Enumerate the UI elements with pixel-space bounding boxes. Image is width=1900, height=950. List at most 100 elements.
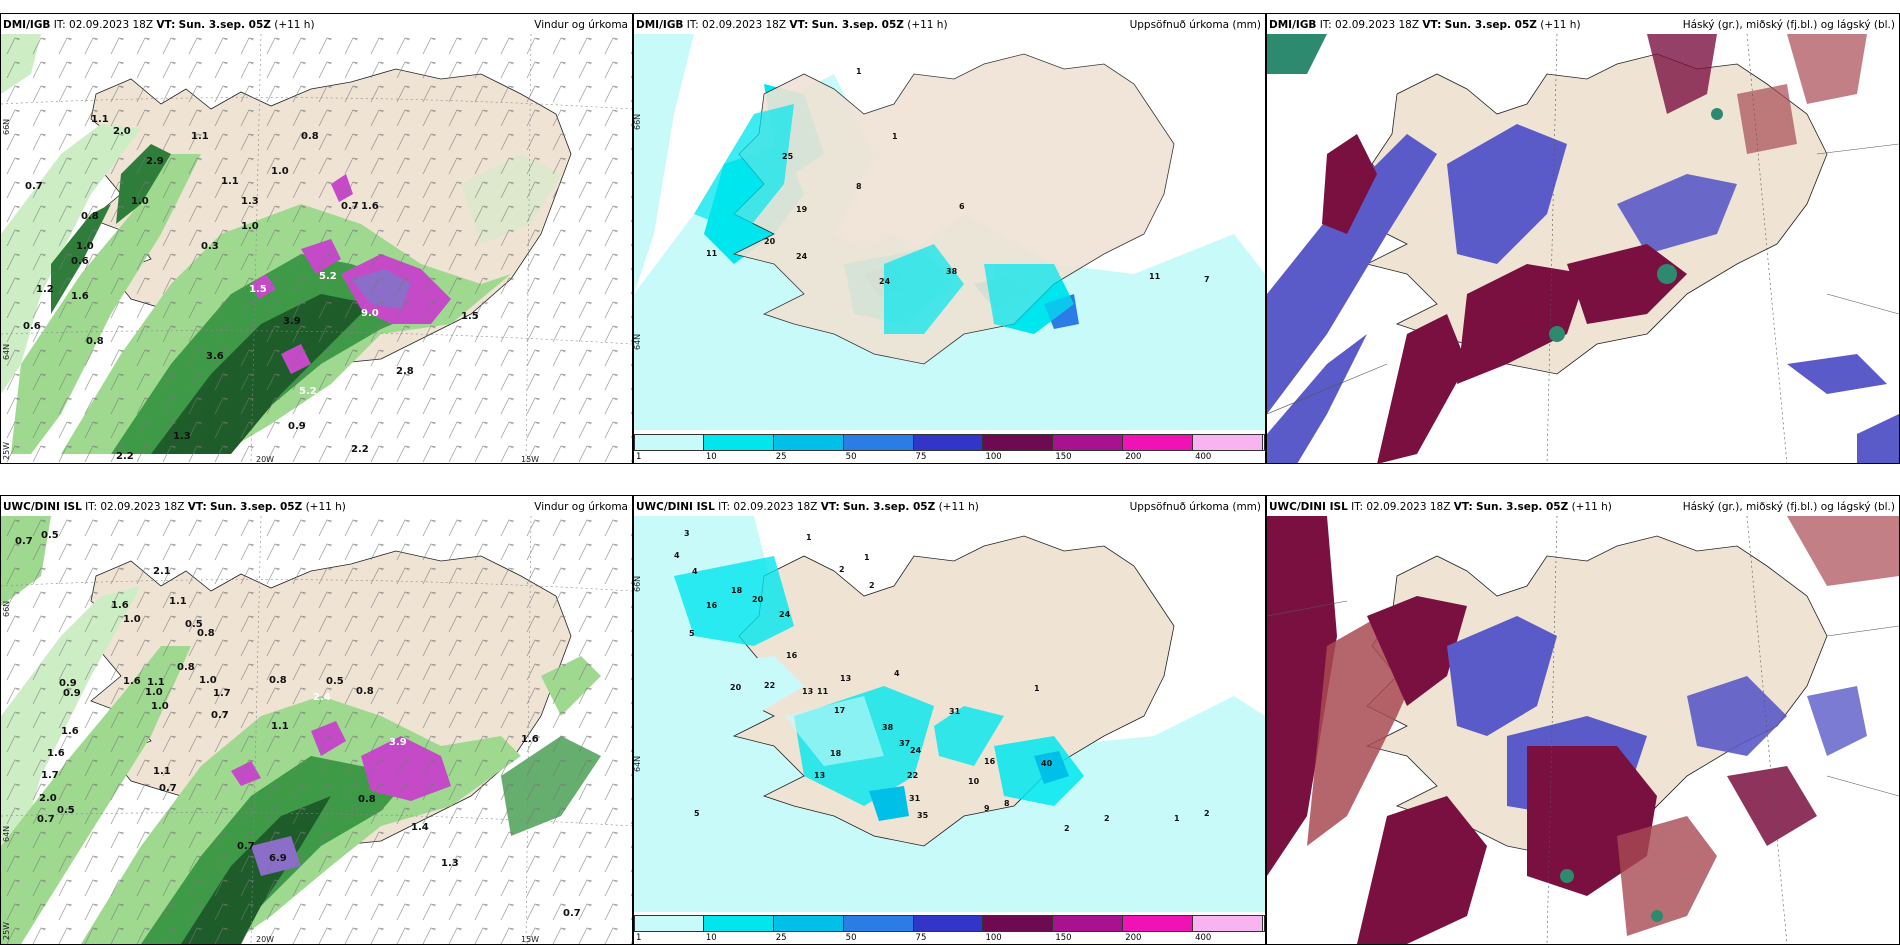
value-label: 1.0 — [145, 687, 163, 698]
cloud-shading — [1267, 34, 1899, 463]
vt-label: VT: — [820, 501, 840, 513]
valid-time: Sun. 3.sep. 05Z — [843, 501, 936, 513]
value-label: 0.6 — [71, 256, 89, 267]
value-label: 1.5 — [461, 311, 479, 322]
panel-title: Vindur og úrkoma — [534, 501, 628, 513]
value-label: 1.1 — [221, 176, 239, 187]
vt-label: VT: — [187, 501, 207, 513]
colorbar-swatch — [1053, 915, 1124, 932]
value-label: 1.0 — [76, 241, 94, 252]
model-source: DMI/IGB — [3, 19, 51, 31]
panel-title: Uppsöfnuð úrkoma (mm) — [1129, 501, 1261, 513]
value-label: 8 — [1004, 799, 1010, 808]
colorbar-tick: 25 — [775, 933, 787, 943]
vt-label: VT: — [156, 19, 176, 31]
value-label: 24 — [796, 252, 808, 261]
colorbar-swatch — [843, 915, 914, 932]
value-label: 1 — [1034, 684, 1040, 693]
valid-time: Sun. 3.sep. 05Z — [1444, 19, 1537, 31]
value-labels: 1.1 2.0 1.1 2.9 0.7 1.0 1.0 1.1 1.3 0.8 … — [23, 114, 479, 462]
colorbar-swatch — [703, 915, 774, 932]
valid-time: Sun. 3.sep. 05Z — [811, 19, 904, 31]
value-label: 0.5 — [185, 619, 203, 630]
colorbar-tick: 50 — [845, 933, 857, 943]
value-label: 0.8 — [269, 675, 287, 686]
value-label: 2 — [1204, 809, 1210, 818]
lead-time: (+11 h) — [907, 19, 948, 31]
colorbar-tick: 1 — [636, 933, 642, 943]
value-label: 0.9 — [59, 678, 77, 689]
value-label: 3.9 — [389, 737, 407, 748]
value-label: 11 — [817, 687, 829, 696]
lat-label: 66N — [634, 114, 642, 130]
panel-header: DMI/IGB IT: 02.09.2023 18Z VT: Sun. 3.se… — [636, 18, 1261, 34]
valid-time: Sun. 3.sep. 05Z — [178, 19, 271, 31]
value-label: 1.1 — [147, 677, 165, 688]
panel-title: Háský (gr.), miðský (fj.bl.) og lágský (… — [1682, 19, 1895, 31]
model-source: UWC/DINI ISL — [1269, 501, 1348, 513]
model-source: DMI/IGB — [1269, 19, 1317, 31]
value-label: 8 — [856, 182, 862, 191]
value-label: 3.6 — [206, 351, 224, 362]
value-label: 1.6 — [47, 748, 65, 759]
colorbar-tick: 100 — [985, 933, 1002, 943]
value-label: 0.8 — [358, 794, 376, 805]
value-label: 0.8 — [197, 628, 215, 639]
value-label: 5.2 — [299, 386, 317, 397]
map-area: 1 1 25 8 6 19 20 11 24 24 38 11 7 8 66N … — [634, 34, 1265, 430]
lead-time: (+11 h) — [938, 501, 979, 513]
colorbar-swatch — [1193, 434, 1263, 451]
value-label: 0.7 — [15, 536, 33, 547]
colorbar: 1 10 25 50 75 100 150 200 400 — [634, 915, 1265, 944]
panel-uwc-precip: UWC/DINI ISL IT: 02.09.2023 18Z VT: Sun.… — [633, 495, 1266, 945]
value-label: 2 — [869, 581, 875, 590]
value-label: 1.7 — [41, 770, 59, 781]
value-label: 0.7 — [25, 181, 43, 192]
value-label: 0.7 — [159, 783, 177, 794]
map-area: 1.1 2.0 1.1 2.9 0.7 1.0 1.0 1.1 1.3 0.8 … — [1, 34, 632, 463]
colorbar-swatch — [1193, 915, 1263, 932]
colorbar-tick: 150 — [1055, 933, 1072, 943]
model-source: DMI/IGB — [636, 19, 684, 31]
init-time: 02.09.2023 18Z — [1335, 19, 1420, 31]
colorbar-tick: 75 — [915, 933, 927, 943]
value-label: 6 — [959, 202, 965, 211]
value-label: 16 — [706, 601, 718, 610]
value-label: 0.5 — [326, 676, 344, 687]
panel-title: Háský (gr.), miðský (fj.bl.) og lágský (… — [1682, 501, 1895, 513]
value-label: 1.1 — [153, 766, 171, 777]
value-label: 0.6 — [23, 321, 41, 332]
iceland-landmass — [732, 53, 1175, 365]
valid-time: Sun. 3.sep. 05Z — [210, 501, 303, 513]
init-time: 02.09.2023 18Z — [1366, 501, 1451, 513]
panel-uwc-clouds: UWC/DINI ISL IT: 02.09.2023 18Z VT: Sun.… — [1266, 495, 1900, 945]
value-label: 1 — [856, 67, 862, 76]
value-label: 13 — [814, 771, 825, 780]
value-label: 4 — [674, 551, 680, 560]
value-label: 20 — [730, 683, 742, 692]
value-label: 1.7 — [213, 688, 231, 699]
colorbar-tick: 400 — [1195, 933, 1212, 943]
model-source: UWC/DINI ISL — [3, 501, 82, 513]
lat-label: 64N — [2, 826, 11, 842]
value-label: 13 — [802, 687, 813, 696]
value-label: 1.2 — [36, 284, 54, 295]
value-label: 24 — [910, 746, 922, 755]
panel-title: Vindur og úrkoma — [534, 19, 628, 31]
value-label: 2.2 — [116, 451, 134, 462]
lat-label: 66N — [2, 119, 11, 135]
value-label: 1.0 — [123, 614, 141, 625]
panel-header: UWC/DINI ISL IT: 02.09.2023 18Z VT: Sun.… — [636, 500, 1261, 516]
value-label: 2.0 — [39, 793, 57, 804]
value-label: 5 — [689, 629, 695, 638]
colorbar-swatch — [703, 434, 774, 451]
cloud-map — [1267, 516, 1899, 944]
panel-dmi-precip: DMI/IGB IT: 02.09.2023 18Z VT: Sun. 3.se… — [633, 13, 1266, 464]
value-label: 1.3 — [441, 858, 459, 869]
value-label: 37 — [899, 739, 910, 748]
value-label: 38 — [882, 723, 894, 732]
graticule — [1267, 516, 1899, 944]
value-label: 24 — [879, 277, 891, 286]
value-label: 0.7 — [37, 814, 55, 825]
value-label: 13 — [840, 674, 851, 683]
